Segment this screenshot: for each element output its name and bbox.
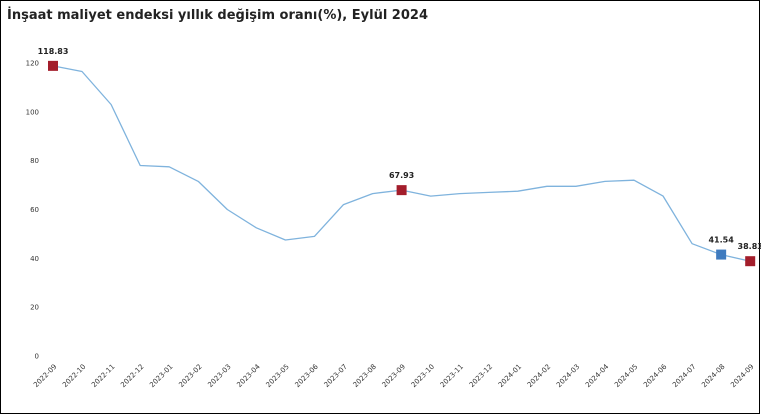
x-tick-label: 2024-02 [526, 363, 552, 389]
x-tick-label: 2022-09 [32, 363, 58, 389]
y-axis-ticks: 0 20 40 60 80 100 120 [26, 60, 39, 361]
x-tick-label: 2023-09 [381, 363, 407, 389]
x-tick-label: 2024-05 [613, 363, 639, 389]
data-marker [745, 256, 756, 267]
x-tick-label: 2023-06 [294, 362, 321, 389]
y-tick-label: 60 [30, 206, 39, 214]
series [52, 65, 751, 262]
y-tick-label: 120 [26, 60, 39, 68]
data-label: 41.54 [708, 236, 734, 245]
x-tick-label: 2024-07 [671, 363, 697, 389]
x-axis-ticks: 2022-09 2022-10 2022-11 2022-12 2023-01 2023-… [32, 362, 756, 389]
x-tick-label: 2023-07 [323, 363, 349, 389]
data-labels: 118.83 67.93 41.54 38.83 [38, 47, 761, 251]
x-tick-label: 2024-03 [555, 363, 581, 389]
x-tick-label: 2024-08 [700, 363, 726, 389]
x-tick-label: 2023-08 [352, 363, 378, 389]
x-tick-label: 2024-04 [584, 362, 611, 389]
x-tick-label: 2024-01 [497, 363, 523, 389]
x-tick-label: 2022-12 [119, 363, 145, 389]
series-line [52, 65, 751, 262]
y-tick-label: 40 [30, 255, 39, 263]
y-tick-label: 0 [35, 353, 39, 361]
y-tick-label: 20 [30, 304, 39, 312]
x-tick-label: 2022-10 [61, 363, 87, 389]
data-label: 38.83 [738, 242, 761, 251]
x-tick-label: 2023-02 [177, 363, 203, 389]
y-tick-label: 100 [26, 108, 39, 116]
x-tick-label: 2023-11 [439, 363, 465, 389]
chart-title: İnşaat maliyet endeksi yıllık değişim or… [7, 8, 428, 23]
x-tick-label: 2023-01 [148, 363, 174, 389]
data-label: 67.93 [389, 171, 414, 180]
x-tick-label: 2023-04 [235, 362, 262, 389]
x-tick-label: 2024-09 [729, 363, 755, 389]
x-tick-label: 2022-11 [90, 363, 116, 389]
y-tick-label: 80 [30, 157, 39, 165]
x-tick-label: 2023-05 [264, 363, 290, 389]
markers [48, 60, 756, 267]
data-marker [716, 249, 727, 260]
data-label: 118.83 [38, 47, 69, 56]
data-marker [48, 60, 58, 71]
x-tick-label: 2024-06 [642, 362, 669, 389]
data-marker [396, 185, 407, 196]
x-tick-label: 2023-03 [206, 363, 232, 389]
x-tick-label: 2023-12 [468, 363, 494, 389]
x-tick-label: 2023-10 [410, 363, 436, 389]
